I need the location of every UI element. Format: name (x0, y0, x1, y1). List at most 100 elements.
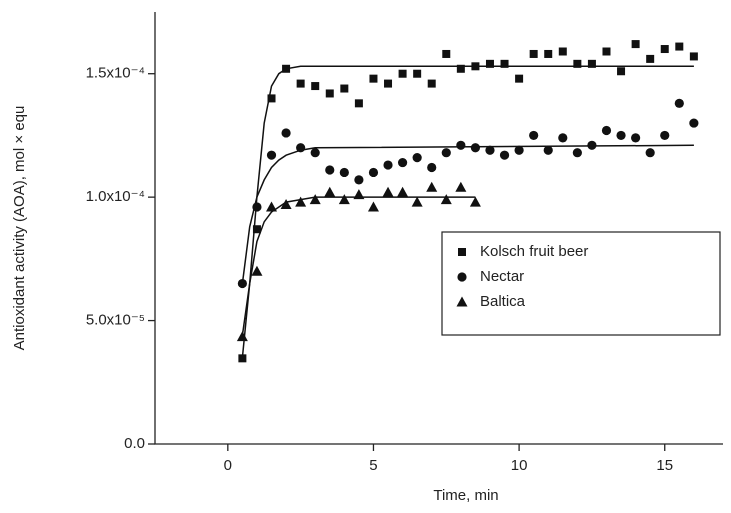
point (368, 167, 379, 178)
point (543, 145, 553, 155)
point (499, 150, 510, 160)
point (442, 49, 451, 58)
point (324, 186, 336, 197)
point (558, 133, 568, 143)
legend-marker (456, 296, 468, 307)
point (384, 79, 393, 88)
point (325, 89, 334, 98)
point (573, 59, 582, 68)
x-tick-label: 0 (224, 457, 232, 474)
point (238, 354, 247, 363)
point (544, 49, 553, 58)
point (602, 47, 611, 56)
point (469, 196, 481, 207)
point (383, 160, 393, 170)
point (267, 94, 276, 103)
point (660, 45, 669, 54)
point (296, 79, 305, 88)
point (674, 98, 684, 108)
point (660, 130, 670, 141)
point (325, 165, 335, 175)
point (354, 175, 364, 185)
point (397, 157, 408, 168)
point (367, 201, 379, 212)
fit-curve (241, 144, 694, 284)
point (558, 47, 567, 56)
point (572, 148, 582, 158)
axes (154, 12, 723, 445)
point (470, 143, 481, 153)
point (237, 278, 247, 289)
y-tick-label: 0.0 (124, 435, 145, 452)
x-axis-label: Time, min (433, 487, 498, 504)
point (398, 69, 407, 78)
point (500, 59, 509, 68)
point (310, 148, 320, 158)
point (296, 143, 306, 153)
point (266, 201, 278, 212)
point (587, 140, 597, 150)
point (340, 84, 349, 93)
point (266, 150, 277, 160)
x-tick-label: 5 (369, 457, 377, 474)
point (646, 54, 655, 63)
y-axis-label: Antioxidant activity (AOA), mol × equ (11, 106, 28, 351)
point (427, 79, 436, 88)
point (440, 194, 452, 205)
point (675, 42, 684, 51)
point (601, 125, 612, 136)
point (426, 181, 438, 192)
point (397, 186, 409, 197)
x-tick-label: 10 (511, 457, 528, 474)
legend-marker (457, 272, 467, 282)
point (412, 153, 422, 163)
point (529, 49, 538, 58)
point (514, 145, 524, 155)
point (369, 74, 378, 83)
point (456, 64, 465, 73)
point (587, 59, 596, 68)
point (338, 194, 350, 205)
point (354, 99, 363, 108)
point (382, 186, 394, 197)
point (616, 130, 626, 141)
point (631, 133, 641, 143)
point (236, 331, 248, 342)
point (455, 181, 467, 192)
fit-curve (241, 65, 694, 358)
point (456, 140, 466, 150)
y-tick-label: 1.5x10⁻⁴ (86, 65, 145, 82)
y-tick-label: 5.0x10⁻⁵ (86, 312, 145, 329)
point (252, 225, 261, 234)
point (485, 145, 495, 155)
point (529, 130, 539, 141)
point (252, 202, 262, 212)
point (441, 148, 451, 158)
point (295, 196, 307, 207)
point (251, 265, 263, 276)
legend-label: Kolsch fruit beer (480, 243, 588, 260)
point (617, 67, 626, 76)
point (631, 40, 640, 49)
point (339, 167, 349, 178)
point (309, 194, 321, 205)
point (689, 52, 698, 61)
point (411, 196, 423, 207)
point (427, 162, 437, 173)
point (282, 64, 291, 73)
point (280, 199, 292, 210)
point (413, 69, 422, 78)
legend-marker (458, 248, 466, 256)
point (515, 74, 524, 83)
y-tick-label: 1.0x10⁻⁴ (86, 188, 145, 205)
point (485, 59, 494, 68)
x-tick-label: 15 (656, 457, 673, 474)
legend-label: Nectar (480, 268, 524, 285)
point (471, 62, 480, 71)
legend-label: Baltica (480, 293, 526, 310)
point (353, 189, 365, 200)
point (645, 148, 655, 158)
point (311, 82, 320, 91)
point (689, 118, 699, 128)
